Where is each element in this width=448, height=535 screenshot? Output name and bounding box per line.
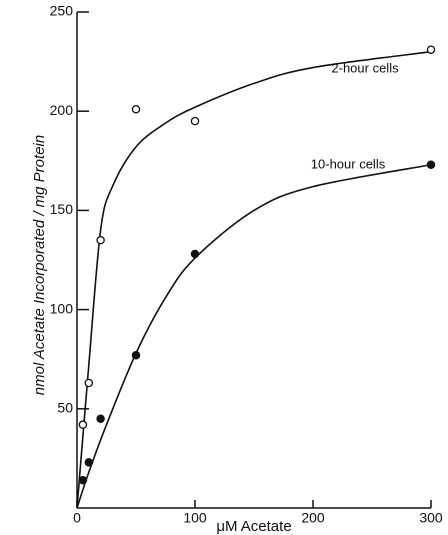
y-tick-label: 250 — [50, 3, 74, 19]
y-tick-label: 100 — [50, 300, 74, 316]
data-point — [131, 104, 141, 114]
x-tick-label: 0 — [73, 510, 81, 526]
series-label: 10-hour cells — [311, 156, 386, 171]
data-point — [426, 160, 436, 170]
data-point — [190, 249, 200, 259]
y-tick-label: 200 — [50, 102, 74, 118]
fit-curve — [76, 50, 432, 509]
y-axis-label: nmol Acetate Incorporated / mg Protein — [31, 135, 48, 395]
data-point — [84, 378, 94, 388]
data-point — [131, 350, 141, 360]
data-point — [84, 458, 94, 467]
data-point — [78, 475, 88, 485]
data-point — [78, 420, 88, 429]
x-tick-label: 100 — [183, 510, 207, 526]
data-point — [426, 45, 436, 54]
data-point — [96, 235, 105, 245]
series-label: 2-hour cells — [331, 60, 399, 75]
x-tick-label: 300 — [419, 510, 443, 526]
data-point — [190, 116, 200, 126]
y-tick-label: 150 — [50, 201, 74, 217]
fit-curve — [76, 163, 432, 509]
x-axis-label: μM Acetate — [216, 518, 291, 535]
y-tick-label: 50 — [57, 400, 73, 416]
x-tick-label: 200 — [301, 510, 325, 526]
data-point — [96, 414, 105, 423]
